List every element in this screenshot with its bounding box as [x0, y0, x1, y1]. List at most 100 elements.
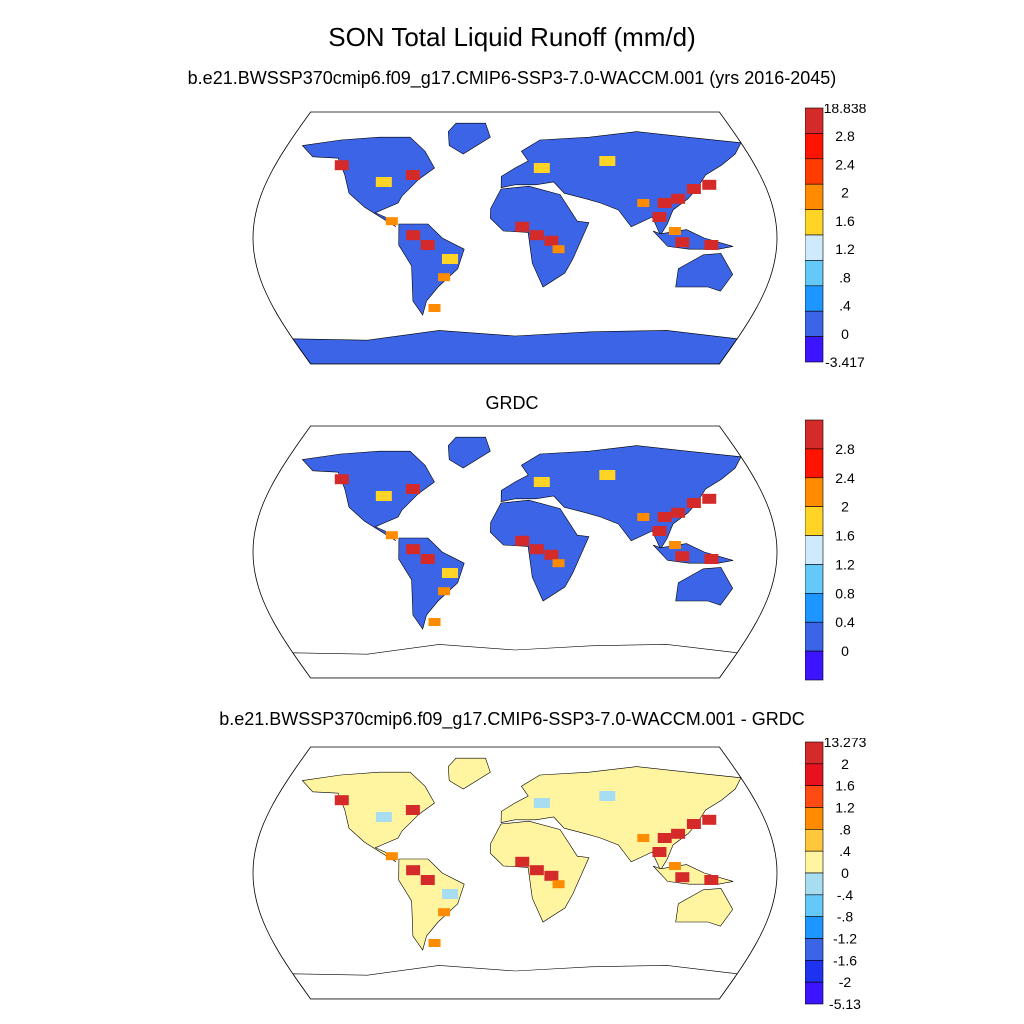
colorbar-label: -1.6: [833, 952, 857, 968]
runoff-cell-high: [671, 828, 686, 839]
runoff-cell-low: [441, 889, 458, 899]
colorbar-label: -.4: [837, 887, 854, 903]
runoff-cell-high: [420, 875, 435, 885]
colorbar-label: 2.4: [835, 470, 855, 486]
colorbar-label: 0: [841, 643, 849, 659]
runoff-cell-mid: [552, 880, 565, 889]
colorbar-box: [805, 938, 824, 961]
continent-greenland: [447, 122, 491, 155]
main-title: SON Total Liquid Runoff (mm/d): [328, 22, 696, 52]
runoff-cell-high: [405, 484, 420, 494]
runoff-cell-high: [529, 865, 544, 876]
colorbar-box: [805, 872, 824, 896]
runoff-cell-high: [529, 544, 544, 555]
colorbar-box: [805, 260, 824, 287]
colorbar-box: [805, 960, 824, 983]
colorbar-box: [805, 916, 824, 939]
runoff-cell-mid: [428, 304, 441, 312]
runoff-cell-high: [657, 198, 672, 208]
runoff-cell-high: [334, 795, 349, 806]
runoff-cell-mid: [637, 199, 650, 207]
continent-australia: [675, 253, 734, 292]
panel-title-grdc: GRDC: [485, 393, 539, 413]
runoff-cell-mid: [637, 834, 650, 842]
runoff-cell-high: [334, 160, 349, 171]
runoff-cell-high: [405, 805, 420, 815]
colorbar-label: -1.2: [833, 931, 857, 947]
colorbar-label: 13.273: [824, 738, 867, 750]
runoff-cell-mid: [668, 227, 681, 235]
colorbar-label: 0: [841, 326, 849, 342]
colorbar-box: [805, 209, 824, 236]
map-difference-runoff: [252, 746, 778, 1000]
runoff-cell-mid: [428, 618, 441, 626]
continent-indonesia: [652, 543, 734, 564]
colorbar-grdc: 2.8 2.4 2 1.6 1.2 0.8 0.4 0: [805, 419, 855, 681]
runoff-cell-high: [671, 193, 686, 204]
colorbar-box: [805, 829, 824, 852]
runoff-cell-high: [334, 474, 349, 485]
runoff-cell-high: [704, 875, 719, 885]
colorbar-label: .8: [839, 821, 851, 837]
colorbar-box: [805, 133, 824, 160]
runoff-cell-mid: [552, 245, 565, 254]
map-outline: [252, 425, 778, 679]
colorbar-label: 2.8: [835, 128, 855, 144]
runoff-cell-mid: [385, 852, 398, 861]
runoff-cell-high: [406, 544, 421, 555]
runoff-cell-mid: [438, 273, 451, 282]
map-model-runoff: [252, 111, 778, 365]
runoff-cell-low: [375, 177, 392, 187]
colorbar-label: 2.8: [835, 441, 855, 457]
runoff-cell-high: [686, 498, 701, 508]
runoff-cell-mid: [438, 587, 451, 596]
runoff-cell-high: [657, 512, 672, 522]
colorbar-label: 1.2: [835, 800, 855, 816]
continent-north-america: [301, 450, 435, 542]
runoff-cell-high: [406, 230, 421, 241]
colorbar-box: [805, 448, 824, 479]
runoff-cell-high: [704, 554, 719, 564]
runoff-cell-high: [405, 170, 420, 180]
colorbar-model: 18.838 2.8 2.4 2 1.6 1.2 .8 .4 0 -3.417: [805, 104, 867, 370]
runoff-cell-high: [406, 865, 421, 876]
runoff-cell-mid: [385, 531, 398, 540]
colorbar-label: 1.2: [835, 241, 855, 257]
colorbar-box: [805, 107, 824, 134]
runoff-cell-high: [686, 184, 701, 194]
continent-antarctica: [292, 965, 738, 999]
colorbar-label: .4: [839, 298, 851, 314]
map-grdc-runoff: [252, 425, 778, 679]
runoff-cell-low: [533, 477, 550, 487]
colorbar-label: 18.838: [824, 104, 867, 116]
runoff-cell-low: [599, 470, 616, 480]
panel-title-difference: b.e21.BWSSP370cmip6.f09_g17.CMIP6-SSP3-7…: [219, 709, 805, 729]
runoff-cell-high: [686, 819, 701, 829]
colorbar-label: 2: [841, 499, 849, 515]
runoff-cell-high: [702, 493, 717, 504]
colorbar-label: 2: [841, 756, 849, 772]
colorbar-box: [805, 234, 824, 261]
colorbar-label: 0.8: [835, 585, 855, 601]
runoff-cell-low: [375, 491, 392, 501]
runoff-cell-high: [675, 237, 690, 248]
continent-north-america: [301, 136, 435, 228]
runoff-cell-high: [515, 535, 530, 546]
runoff-cell-mid: [668, 862, 681, 870]
colorbar-box: [805, 650, 824, 681]
continent-australia: [675, 888, 734, 927]
colorbar-box: [805, 419, 824, 450]
runoff-cell-high: [671, 507, 686, 518]
colorbar-label: 2.4: [835, 156, 855, 172]
runoff-cell-low: [599, 791, 616, 801]
continent-indonesia: [652, 864, 734, 885]
colorbar-box: [805, 158, 824, 185]
continent-indonesia: [652, 229, 734, 250]
colorbar-box: [805, 477, 824, 507]
colorbar-box: [805, 807, 824, 830]
runoff-cell-high: [529, 230, 544, 241]
colorbar-box: [805, 894, 824, 917]
colorbar-box: [805, 850, 824, 874]
colorbar-label: 1.6: [835, 528, 855, 544]
runoff-cell-high: [652, 212, 667, 222]
